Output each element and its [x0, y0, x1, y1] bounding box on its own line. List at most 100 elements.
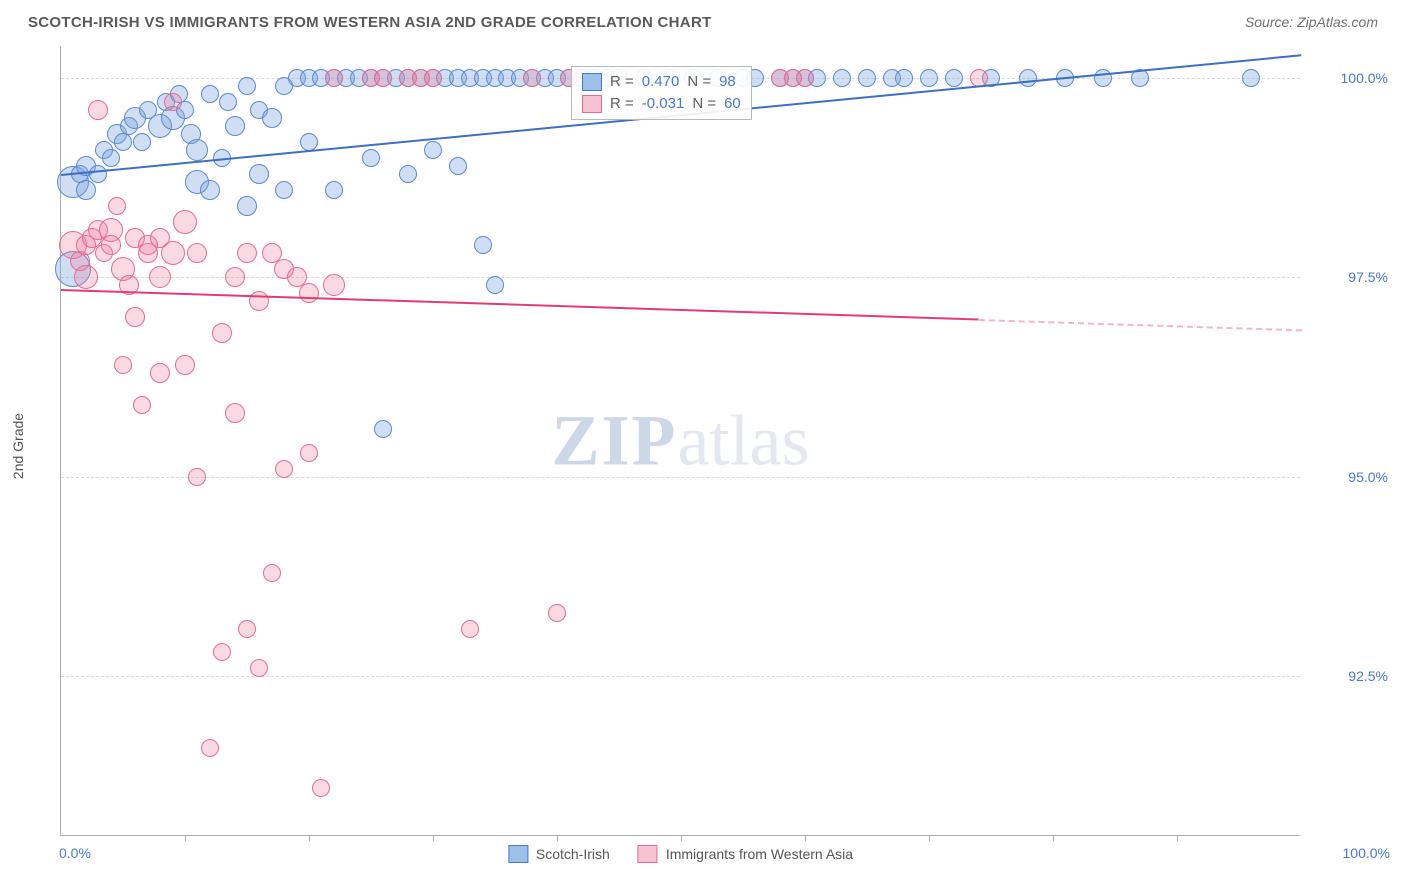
data-point — [523, 69, 541, 87]
x-tick — [929, 835, 930, 841]
data-point — [225, 403, 245, 423]
chart-title: SCOTCH-IRISH VS IMMIGRANTS FROM WESTERN … — [28, 14, 712, 31]
stats-box: R = 0.470 N = 98 R = -0.031 N = 60 — [571, 66, 752, 120]
stats-row-blue: R = 0.470 N = 98 — [582, 71, 741, 93]
y-tick-label: 92.5% — [1308, 668, 1388, 684]
n-label: N = — [692, 93, 716, 115]
data-point — [188, 468, 206, 486]
data-point — [238, 77, 256, 95]
data-point — [374, 69, 392, 87]
data-point — [175, 355, 195, 375]
data-point — [237, 243, 257, 263]
r-label: R = — [610, 71, 634, 93]
data-point — [300, 444, 318, 462]
data-point — [201, 739, 219, 757]
gridline — [61, 277, 1300, 278]
data-point — [225, 116, 245, 136]
data-point — [161, 241, 185, 265]
x-tick — [1053, 835, 1054, 841]
data-point — [133, 396, 151, 414]
data-point — [312, 779, 330, 797]
data-point — [187, 243, 207, 263]
data-point — [325, 181, 343, 199]
data-point — [173, 210, 197, 234]
swatch-pink-icon — [638, 845, 658, 863]
data-point — [114, 356, 132, 374]
data-point — [833, 69, 851, 87]
n-label: N = — [687, 71, 711, 93]
n-value-blue: 98 — [719, 71, 736, 93]
data-point — [164, 93, 182, 111]
source-label: Source: ZipAtlas.com — [1245, 14, 1378, 30]
trend-line — [61, 289, 979, 321]
y-tick-label: 97.5% — [1308, 269, 1388, 285]
data-point — [399, 165, 417, 183]
swatch-blue-icon — [508, 845, 528, 863]
x-tick — [681, 835, 682, 841]
r-value-blue: 0.470 — [642, 71, 680, 93]
gridline — [61, 676, 1300, 677]
data-point — [237, 196, 257, 216]
data-point — [133, 133, 151, 151]
data-point — [102, 149, 120, 167]
data-point — [250, 659, 268, 677]
y-axis-label: 2nd Grade — [10, 413, 26, 479]
data-point — [101, 235, 121, 255]
data-point — [300, 133, 318, 151]
x-axis-min-label: 0.0% — [59, 845, 91, 861]
data-point — [461, 620, 479, 638]
data-point — [424, 69, 442, 87]
data-point — [275, 181, 293, 199]
data-point — [325, 69, 343, 87]
data-point — [186, 139, 208, 161]
data-point — [249, 164, 269, 184]
data-point — [149, 266, 171, 288]
data-point — [424, 141, 442, 159]
x-tick — [805, 835, 806, 841]
data-point — [201, 85, 219, 103]
data-point — [548, 604, 566, 622]
swatch-blue-icon — [582, 73, 602, 91]
data-point — [238, 620, 256, 638]
data-point — [858, 69, 876, 87]
data-point — [74, 265, 98, 289]
data-point — [200, 180, 220, 200]
data-point — [108, 197, 126, 215]
legend-item-blue: Scotch-Irish — [508, 845, 610, 863]
data-point — [1019, 69, 1037, 87]
data-point — [920, 69, 938, 87]
data-point — [374, 420, 392, 438]
legend: Scotch-Irish Immigrants from Western Asi… — [508, 845, 853, 863]
legend-item-pink: Immigrants from Western Asia — [638, 845, 853, 863]
legend-label-pink: Immigrants from Western Asia — [666, 846, 853, 862]
data-point — [263, 564, 281, 582]
n-value-pink: 60 — [724, 93, 741, 115]
y-tick-label: 95.0% — [1308, 469, 1388, 485]
data-point — [323, 274, 345, 296]
swatch-pink-icon — [582, 95, 602, 113]
data-point — [89, 165, 107, 183]
data-point — [895, 69, 913, 87]
watermark: ZIPatlas — [552, 399, 810, 482]
data-point — [486, 276, 504, 294]
data-point — [796, 69, 814, 87]
data-point — [212, 323, 232, 343]
x-axis-max-label: 100.0% — [1310, 845, 1390, 861]
stats-row-pink: R = -0.031 N = 60 — [582, 93, 741, 115]
x-tick — [433, 835, 434, 841]
x-tick — [1177, 835, 1178, 841]
data-point — [76, 180, 96, 200]
data-point — [225, 267, 245, 287]
data-point — [275, 460, 293, 478]
data-point — [213, 643, 231, 661]
x-tick — [185, 835, 186, 841]
data-point — [88, 100, 108, 120]
y-tick-label: 100.0% — [1308, 70, 1388, 86]
scatter-plot: ZIPatlas 0.0% 100.0% Scotch-Irish Immigr… — [60, 46, 1300, 836]
data-point — [125, 307, 145, 327]
legend-label-blue: Scotch-Irish — [536, 846, 610, 862]
data-point — [262, 108, 282, 128]
data-point — [945, 69, 963, 87]
r-label: R = — [610, 93, 634, 115]
x-tick — [309, 835, 310, 841]
